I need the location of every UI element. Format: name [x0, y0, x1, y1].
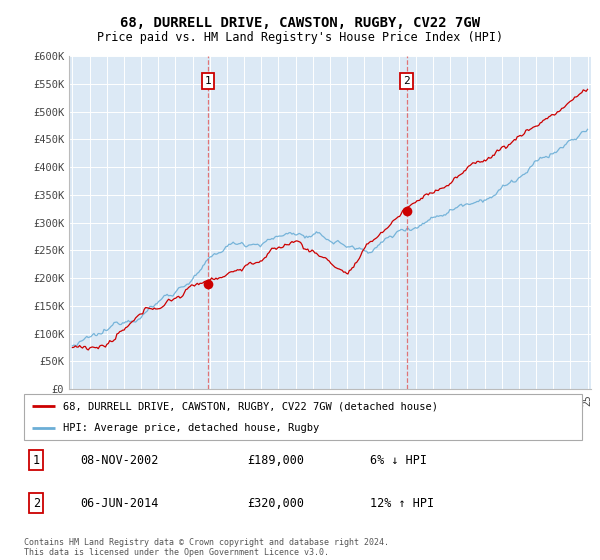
- Text: 1: 1: [33, 454, 40, 467]
- Text: £189,000: £189,000: [247, 454, 304, 467]
- Text: 12% ↑ HPI: 12% ↑ HPI: [370, 497, 434, 510]
- Text: 06-JUN-2014: 06-JUN-2014: [80, 497, 158, 510]
- Text: 68, DURRELL DRIVE, CAWSTON, RUGBY, CV22 7GW (detached house): 68, DURRELL DRIVE, CAWSTON, RUGBY, CV22 …: [63, 401, 438, 411]
- Text: HPI: Average price, detached house, Rugby: HPI: Average price, detached house, Rugb…: [63, 423, 319, 433]
- FancyBboxPatch shape: [24, 394, 582, 440]
- Text: £320,000: £320,000: [247, 497, 304, 510]
- Text: Contains HM Land Registry data © Crown copyright and database right 2024.
This d: Contains HM Land Registry data © Crown c…: [24, 538, 389, 557]
- Text: Price paid vs. HM Land Registry's House Price Index (HPI): Price paid vs. HM Land Registry's House …: [97, 31, 503, 44]
- Text: 2: 2: [33, 497, 40, 510]
- Text: 68, DURRELL DRIVE, CAWSTON, RUGBY, CV22 7GW: 68, DURRELL DRIVE, CAWSTON, RUGBY, CV22 …: [120, 16, 480, 30]
- Text: 2: 2: [403, 76, 410, 86]
- Text: 08-NOV-2002: 08-NOV-2002: [80, 454, 158, 467]
- Text: 1: 1: [204, 76, 211, 86]
- Text: 6% ↓ HPI: 6% ↓ HPI: [370, 454, 427, 467]
